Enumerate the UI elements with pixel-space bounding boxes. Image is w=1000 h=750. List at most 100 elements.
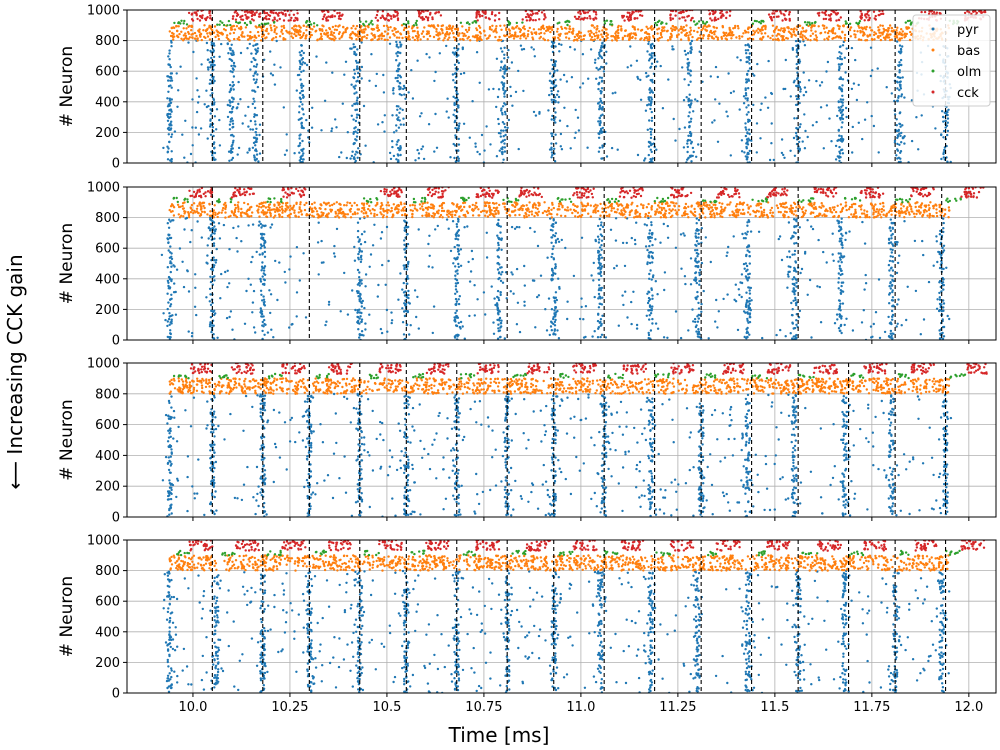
cck-spike bbox=[239, 15, 242, 18]
pyr-spike bbox=[381, 121, 384, 124]
pyr-spike bbox=[261, 320, 264, 324]
bas-spike bbox=[383, 38, 386, 41]
pyr-spike bbox=[876, 67, 879, 70]
bas-spike bbox=[780, 34, 784, 38]
pyr-spike bbox=[249, 68, 252, 71]
pyr-spike bbox=[597, 251, 600, 254]
pyr-spike bbox=[554, 291, 558, 294]
bas-spike bbox=[538, 32, 541, 35]
bas-spike bbox=[576, 34, 579, 37]
pyr-spike bbox=[839, 252, 842, 255]
pyr-spike bbox=[300, 121, 303, 125]
pyr-spike bbox=[667, 78, 670, 81]
pyr-spike bbox=[941, 110, 944, 113]
pyr-spike bbox=[168, 277, 171, 280]
pyr-spike bbox=[648, 53, 651, 56]
pyr-spike bbox=[497, 296, 500, 300]
pyr-spike bbox=[191, 144, 194, 147]
pyr-spike bbox=[398, 148, 401, 152]
pyr-spike bbox=[218, 144, 222, 147]
pyr-spike bbox=[551, 223, 554, 226]
pyr-spike bbox=[427, 123, 431, 126]
pyr-spike bbox=[298, 142, 302, 145]
bas-spike bbox=[432, 35, 436, 39]
bas-spike bbox=[316, 38, 319, 41]
bas-spike bbox=[494, 35, 497, 39]
bas-spike bbox=[860, 38, 863, 42]
pyr-spike bbox=[798, 136, 801, 140]
pyr-spike bbox=[648, 57, 652, 60]
bas-spike bbox=[273, 24, 276, 28]
pyr-spike bbox=[254, 113, 257, 117]
olm-spike bbox=[183, 19, 186, 23]
pyr-spike bbox=[263, 300, 266, 304]
cck-spike bbox=[835, 19, 838, 22]
pyr-spike bbox=[446, 97, 449, 100]
bas-spike bbox=[355, 24, 359, 28]
bas-spike bbox=[239, 25, 243, 29]
pyr-spike bbox=[168, 218, 171, 221]
pyr-spike bbox=[830, 140, 833, 143]
pyr-spike bbox=[269, 50, 272, 53]
pyr-spike bbox=[501, 139, 505, 142]
pyr-spike bbox=[459, 72, 463, 76]
pyr-spike bbox=[517, 147, 520, 151]
pyr-spike bbox=[649, 269, 652, 272]
pyr-spike bbox=[684, 53, 688, 56]
pyr-spike bbox=[551, 75, 554, 78]
pyr-spike bbox=[891, 318, 894, 321]
cck-spike bbox=[374, 16, 377, 19]
pyr-spike bbox=[241, 122, 244, 125]
pyr-spike bbox=[746, 49, 750, 52]
pyr-spike bbox=[896, 322, 899, 325]
pyr-spike bbox=[897, 95, 900, 98]
olm-spike bbox=[265, 22, 268, 25]
pyr-spike bbox=[840, 261, 843, 264]
bas-spike bbox=[778, 33, 781, 36]
pyr-spike bbox=[250, 60, 253, 64]
olm-spike bbox=[465, 21, 469, 25]
pyr-spike bbox=[550, 45, 554, 48]
pyr-spike bbox=[167, 147, 170, 150]
pyr-spike bbox=[170, 160, 173, 163]
pyr-spike bbox=[435, 146, 439, 149]
pyr-spike bbox=[838, 306, 841, 310]
olm-spike bbox=[654, 21, 657, 25]
pyr-spike bbox=[598, 238, 601, 241]
bas-spike bbox=[221, 32, 224, 36]
cck-spike bbox=[537, 10, 541, 13]
pyr-spike bbox=[600, 87, 604, 90]
pyr-spike bbox=[745, 158, 748, 161]
bas-spike bbox=[559, 32, 562, 36]
pyr-spike bbox=[160, 253, 164, 257]
bas-spike bbox=[568, 27, 571, 30]
pyr-spike bbox=[600, 244, 603, 247]
pyr-spike bbox=[689, 74, 692, 77]
bas-spike bbox=[713, 26, 716, 29]
cck-spike bbox=[431, 16, 434, 19]
pyr-spike bbox=[646, 50, 649, 53]
pyr-spike bbox=[457, 128, 460, 132]
pyr-spike bbox=[285, 133, 288, 136]
pyr-spike bbox=[742, 95, 746, 98]
pyr-spike bbox=[166, 97, 169, 100]
pyr-spike bbox=[354, 308, 357, 312]
cck-spike bbox=[529, 13, 532, 16]
bas-spike bbox=[199, 32, 203, 36]
pyr-spike bbox=[497, 218, 500, 222]
pyr-spike bbox=[402, 123, 405, 126]
bas-spike bbox=[582, 34, 585, 38]
cck-spike bbox=[476, 19, 479, 22]
pyr-spike bbox=[807, 79, 811, 82]
cck-spike bbox=[923, 10, 927, 14]
pyr-spike bbox=[835, 313, 839, 316]
bas-spike bbox=[466, 37, 469, 40]
pyr-spike bbox=[168, 49, 171, 52]
pyr-spike bbox=[364, 144, 367, 147]
bas-spike bbox=[596, 25, 599, 28]
pyr-spike bbox=[404, 97, 407, 101]
pyr-spike bbox=[255, 127, 258, 130]
pyr-spike bbox=[397, 139, 400, 142]
pyr-spike bbox=[745, 128, 748, 131]
bas-spike bbox=[556, 27, 559, 31]
